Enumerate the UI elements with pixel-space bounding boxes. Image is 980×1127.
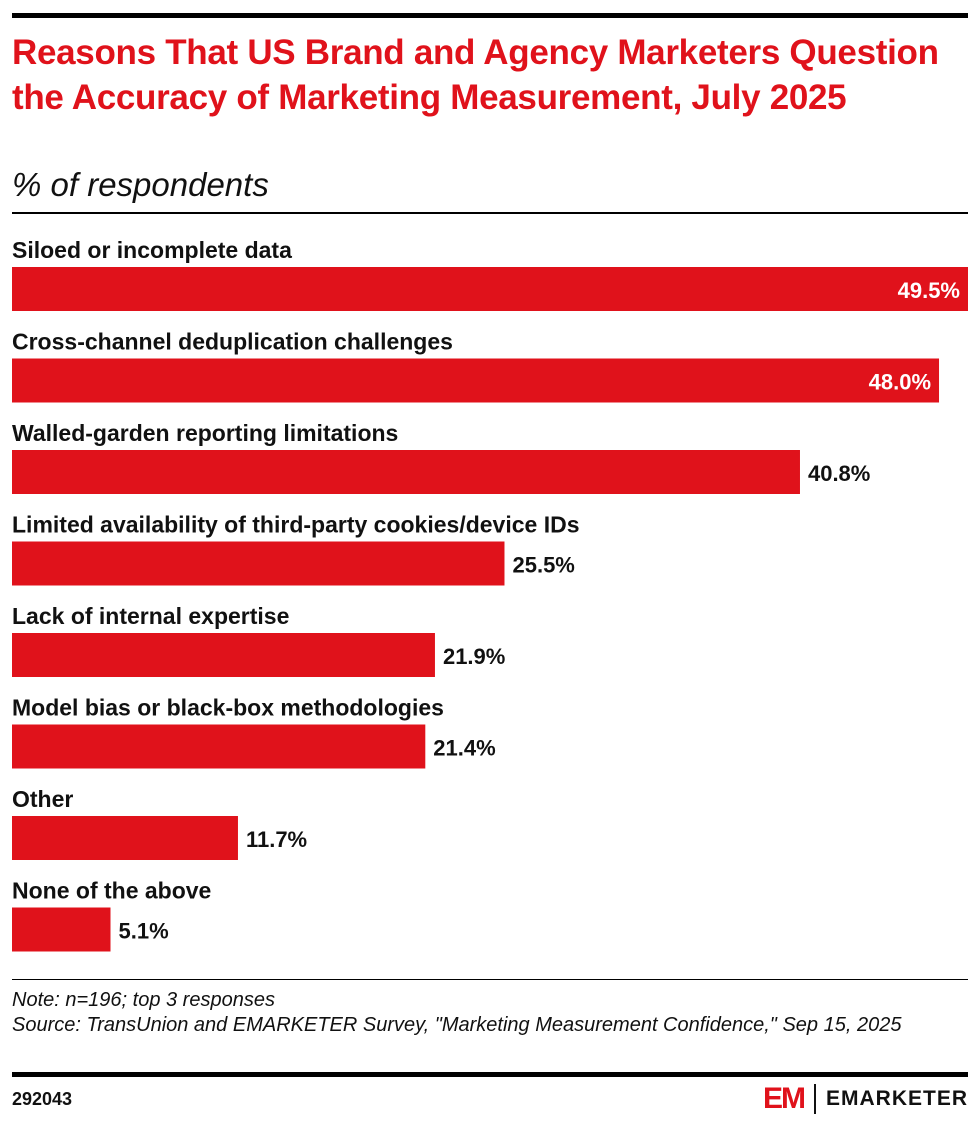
source-text: Source: TransUnion and EMARKETER Survey,… (12, 1014, 902, 1036)
value-label: 11.7% (246, 827, 307, 852)
value-label: 5.1% (118, 919, 168, 944)
value-label: 40.8% (808, 461, 870, 486)
bar-chart: Siloed or incomplete data 49.5% Cross-chan… (12, 237, 968, 952)
value-label: 21.9% (443, 644, 505, 669)
category-label: Siloed or incomplete data (12, 237, 292, 263)
chart-notes: Note: n=196; top 3 responses Source: Tra… (12, 988, 962, 1038)
category-label: Walled-garden reporting limitations (12, 420, 398, 446)
category-label: Other (12, 786, 73, 812)
category-label: Cross-channel deduplication challenges (12, 329, 453, 355)
bar (12, 541, 505, 586)
logo-divider (813, 1084, 816, 1114)
value-label: 21.4% (433, 736, 495, 761)
logo-wordmark: EMARKETER (825, 1087, 968, 1110)
category-label: None of the above (12, 878, 211, 904)
bar (12, 450, 800, 494)
bottom-rule (12, 1072, 968, 1077)
header-rule (12, 212, 968, 214)
bar (12, 907, 111, 952)
bar (12, 633, 435, 677)
category-label: Limited availability of third-party cook… (12, 512, 580, 538)
bar (12, 358, 940, 403)
chart-title: Reasons That US Brand and Agency Markete… (12, 33, 939, 117)
value-label: 48.0% (869, 370, 931, 395)
category-label: Lack of internal expertise (12, 603, 289, 629)
logo-mark: EM (762, 1082, 806, 1115)
value-label: 49.5% (898, 278, 960, 303)
bar (12, 816, 238, 860)
value-label: 25.5% (512, 553, 574, 578)
bar (12, 724, 426, 769)
footer-rule (12, 979, 968, 980)
chart-subtitle: % of respondents (12, 166, 269, 203)
category-label: Model bias or black-box methodologies (12, 695, 444, 721)
note-text: Note: n=196; top 3 responses (12, 989, 275, 1011)
emarketer-logo: EM EMARKETER (763, 1082, 968, 1116)
bar (12, 267, 968, 311)
chart-id: 292043 (12, 1089, 73, 1109)
top-rule (12, 13, 968, 18)
